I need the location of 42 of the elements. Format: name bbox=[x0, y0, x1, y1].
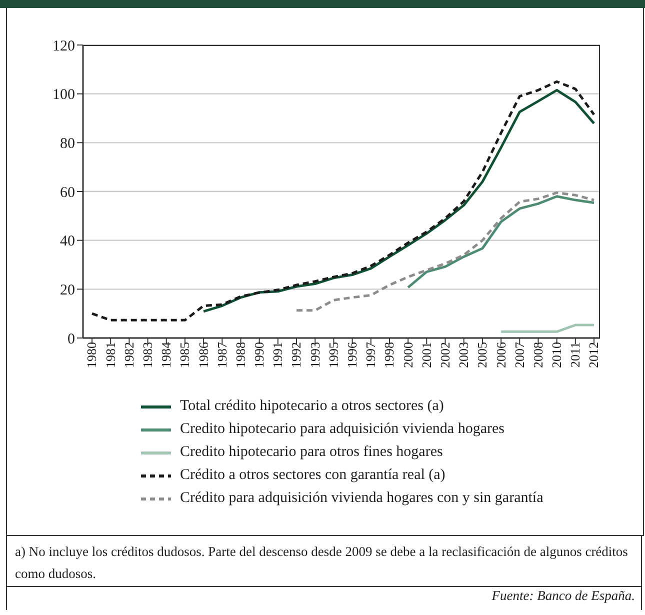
x-tick-label: 2008 bbox=[530, 342, 546, 368]
x-tick-label: 2001 bbox=[418, 342, 434, 368]
y-tick-label: 40 bbox=[60, 234, 75, 250]
x-tick-label: 1981 bbox=[102, 342, 118, 368]
x-tick-label: 1984 bbox=[158, 342, 174, 368]
x-tick-label: 1987 bbox=[214, 342, 230, 368]
x-tick-label: 2012 bbox=[586, 342, 602, 368]
x-tick-label: 2005 bbox=[474, 342, 490, 368]
x-tick-label: 1997 bbox=[363, 342, 378, 368]
x-tick-label: 1998 bbox=[382, 342, 397, 368]
x-tick-label: 1985 bbox=[177, 342, 192, 368]
y-tick-label: 100 bbox=[52, 87, 75, 104]
x-tick-label: 1996 bbox=[344, 342, 360, 368]
y-tick-label: 120 bbox=[52, 38, 75, 54]
x-tick-label: 2007 bbox=[512, 342, 527, 368]
x-tick-label: 1990 bbox=[252, 342, 267, 368]
legend-label: Total crédito hipotecario a otros sectores (a) bbox=[180, 398, 444, 415]
x-tick-label: 1991 bbox=[270, 342, 286, 368]
legend-label: Crédito para adquisición vivienda hogares con y sin garantía bbox=[180, 490, 544, 507]
y-tick-label: 20 bbox=[60, 282, 75, 298]
x-tick-label: 1980 bbox=[84, 342, 100, 368]
x-tick-label: 2003 bbox=[456, 342, 472, 368]
text: a) No incluye los créditos dudosos. Parte del descenso desde 2009 se debe a la reclasificación de algunos créditos como dudosos. bbox=[15, 544, 628, 581]
x-tick-label: 1983 bbox=[140, 342, 156, 368]
y-tick-label: 80 bbox=[60, 136, 75, 152]
x-tick-label: 1993 bbox=[307, 342, 322, 368]
x-tick-label: 2002 bbox=[437, 342, 452, 368]
y-tick-label: 0 bbox=[68, 331, 75, 348]
x-tick-label: 1986 bbox=[196, 342, 211, 368]
legend-label: Credito hipotecario para adquisición vivienda hogares bbox=[180, 421, 504, 438]
x-tick-label: 2006 bbox=[493, 342, 508, 368]
x-tick-label: 2010 bbox=[549, 342, 564, 368]
x-tick-label: 2000 bbox=[400, 342, 416, 368]
x-tick-label: 2011 bbox=[568, 342, 583, 368]
x-tick-label: 1988 bbox=[232, 342, 248, 368]
legend-label: Credito hipotecario para otros fines hogares bbox=[180, 444, 443, 461]
source-note: Fuente: Banco de España. bbox=[492, 588, 635, 603]
x-tick-label: 1992 bbox=[288, 342, 304, 368]
y-tick-label: 60 bbox=[60, 184, 75, 201]
x-tick-label: 1995 bbox=[326, 342, 341, 368]
legend-label: Crédito a otros sectores con garantía real (a) bbox=[180, 467, 446, 484]
x-tick-label: 1982 bbox=[121, 342, 136, 368]
